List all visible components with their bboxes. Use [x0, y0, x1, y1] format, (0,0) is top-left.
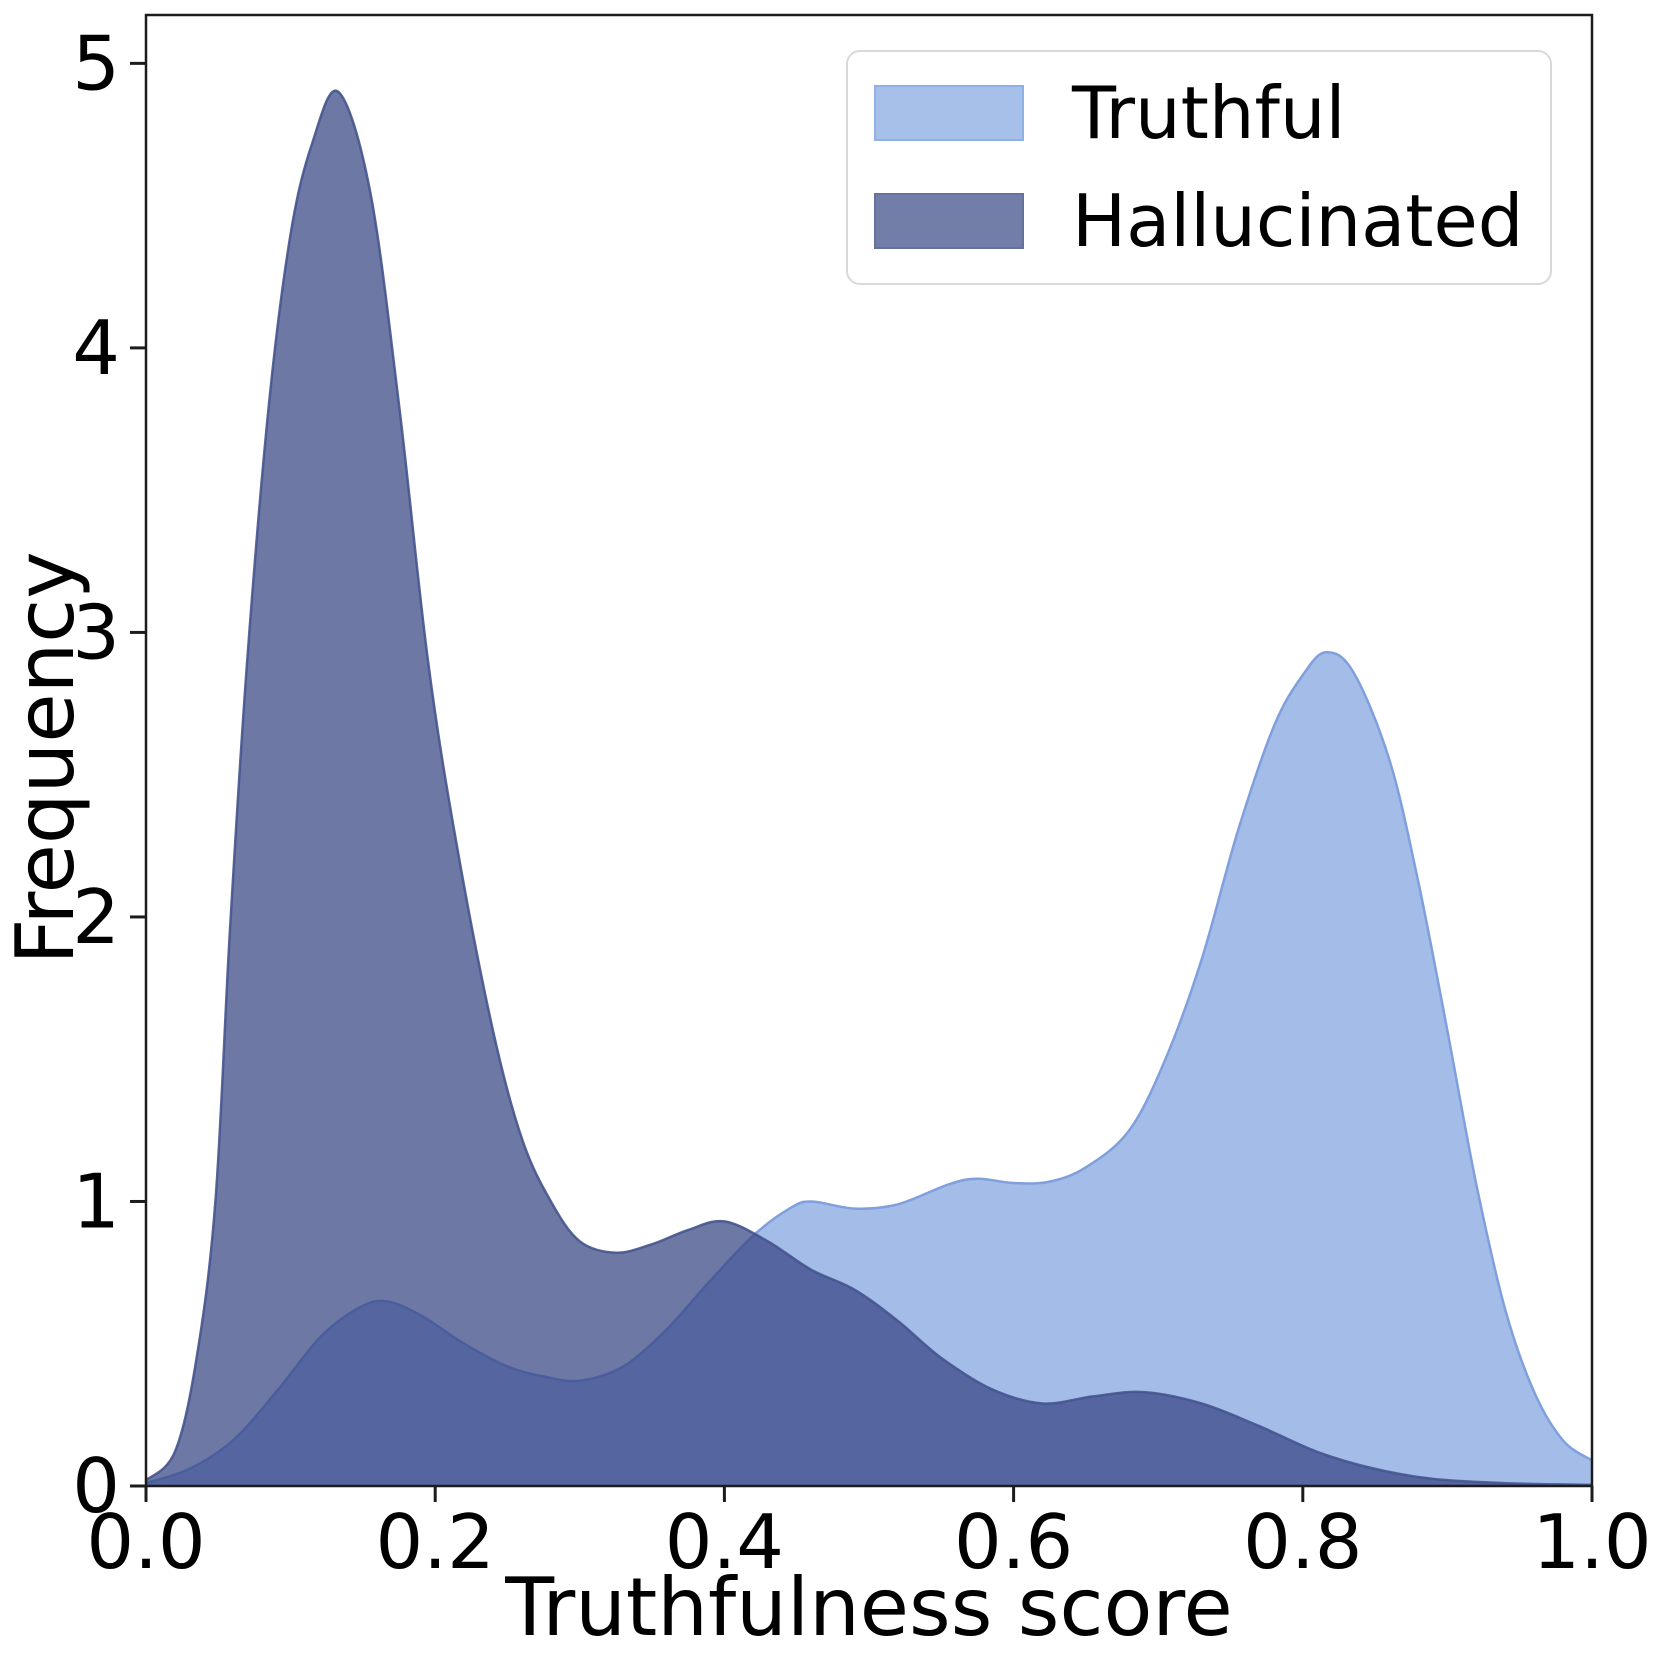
legend-item-truthful: Truthful: [874, 77, 1345, 149]
axes-spines: [144, 13, 1594, 1488]
density-line-hallucinated: [146, 89, 1592, 1486]
legend-swatch-truthful: [874, 85, 1024, 141]
legend-item-hallucinated: Hallucinated: [874, 185, 1523, 257]
legend-swatch-hallucinated: [874, 193, 1024, 249]
density-area-hallucinated: [146, 90, 1592, 1486]
x-tick-label: 0.8: [1243, 1498, 1362, 1586]
x-tick-label: 1.0: [1532, 1498, 1651, 1586]
x-tick-label: 0.2: [376, 1498, 495, 1586]
legend-label-hallucinated: Hallucinated: [1072, 179, 1524, 263]
x-axis-label: Truthfulness score: [505, 1561, 1233, 1654]
legend: Truthful Hallucinated: [846, 50, 1552, 285]
x-tick-label: 0.0: [86, 1498, 205, 1586]
x-tick-label: 0.4: [665, 1498, 784, 1586]
y-tick-label: 5: [72, 19, 120, 107]
y-tick-label: 1: [72, 1157, 120, 1245]
y-tick-label: 3: [72, 588, 120, 676]
y-tick-label: 4: [72, 304, 120, 392]
y-axis-label: Frequency: [0, 551, 92, 965]
x-tick-label: 0.6: [954, 1498, 1073, 1586]
legend-label-truthful: Truthful: [1072, 71, 1346, 155]
plot-area: [146, 89, 1592, 1486]
y-tick-label: 0: [72, 1442, 120, 1530]
y-tick-label: 2: [72, 873, 120, 961]
